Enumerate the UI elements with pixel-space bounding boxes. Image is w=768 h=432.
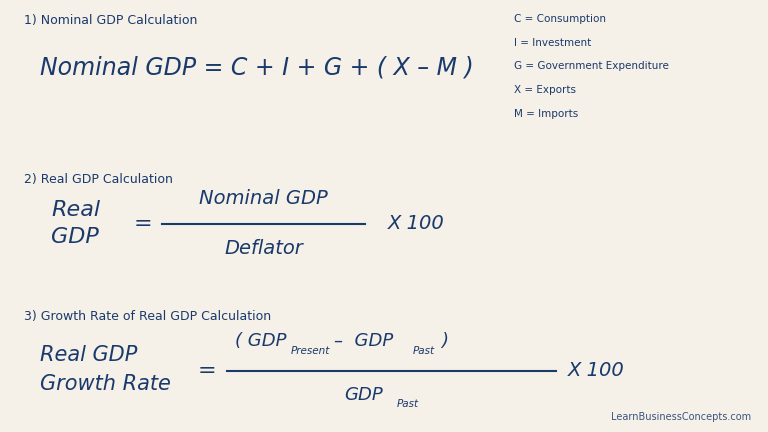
- Text: Nominal GDP = C + I + G + ( X – M ): Nominal GDP = C + I + G + ( X – M ): [40, 55, 473, 79]
- Text: Real GDP: Real GDP: [40, 346, 137, 365]
- Text: C = Consumption: C = Consumption: [514, 14, 606, 24]
- Text: 2) Real GDP Calculation: 2) Real GDP Calculation: [25, 173, 174, 186]
- Text: –  GDP: – GDP: [334, 332, 393, 350]
- Text: Past: Past: [412, 346, 435, 356]
- Text: Present: Present: [290, 346, 330, 356]
- Text: Past: Past: [397, 399, 419, 409]
- Text: ): ): [442, 332, 449, 350]
- Text: Deflator: Deflator: [224, 239, 303, 258]
- Text: G = Government Expenditure: G = Government Expenditure: [514, 61, 669, 71]
- Text: X 100: X 100: [568, 361, 624, 380]
- Text: ( GDP: ( GDP: [235, 332, 286, 350]
- Text: =: =: [134, 214, 152, 234]
- Text: LearnBusinessConcepts.com: LearnBusinessConcepts.com: [611, 412, 751, 422]
- Text: M = Imports: M = Imports: [514, 109, 578, 119]
- Text: GDP: GDP: [344, 386, 382, 404]
- Text: GDP: GDP: [51, 228, 99, 248]
- Text: Real: Real: [51, 200, 100, 219]
- Text: X 100: X 100: [388, 214, 445, 233]
- Text: I = Investment: I = Investment: [514, 38, 591, 48]
- Text: 3) Growth Rate of Real GDP Calculation: 3) Growth Rate of Real GDP Calculation: [25, 311, 271, 324]
- Text: Nominal GDP: Nominal GDP: [199, 189, 328, 208]
- Text: 1) Nominal GDP Calculation: 1) Nominal GDP Calculation: [25, 14, 197, 27]
- Text: X = Exports: X = Exports: [514, 85, 576, 95]
- Text: =: =: [197, 361, 216, 381]
- Text: Growth Rate: Growth Rate: [40, 374, 170, 394]
